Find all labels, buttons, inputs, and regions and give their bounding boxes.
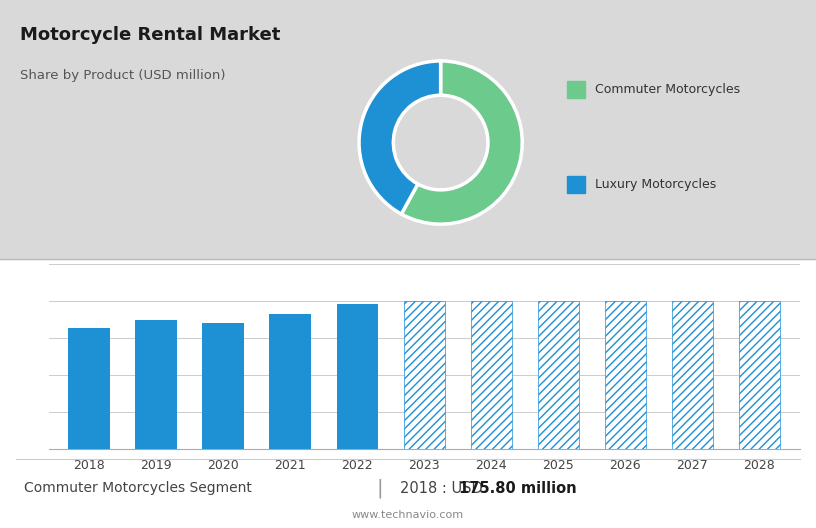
Text: 175.80 million: 175.80 million	[459, 481, 576, 496]
Bar	[336, 305, 378, 449]
Text: Luxury Motorcycles: Luxury Motorcycles	[595, 178, 716, 191]
Bar	[69, 328, 110, 449]
Bar	[471, 301, 512, 449]
Bar	[404, 301, 445, 449]
Wedge shape	[359, 61, 441, 214]
Bar	[738, 301, 780, 449]
Text: www.technavio.com: www.technavio.com	[352, 510, 464, 520]
Text: Commuter Motorcycles Segment: Commuter Motorcycles Segment	[24, 482, 252, 495]
Bar	[605, 301, 646, 449]
Wedge shape	[401, 61, 522, 224]
Text: Share by Product (USD million): Share by Product (USD million)	[20, 69, 226, 82]
Bar	[672, 301, 713, 449]
Bar	[202, 323, 244, 449]
Bar	[135, 319, 177, 449]
Text: |: |	[376, 479, 383, 498]
Text: 2018 : USD: 2018 : USD	[400, 481, 487, 496]
Text: Motorcycle Rental Market: Motorcycle Rental Market	[20, 26, 281, 44]
Bar	[269, 314, 311, 449]
Bar	[538, 301, 579, 449]
Text: Commuter Motorcycles: Commuter Motorcycles	[595, 83, 740, 96]
